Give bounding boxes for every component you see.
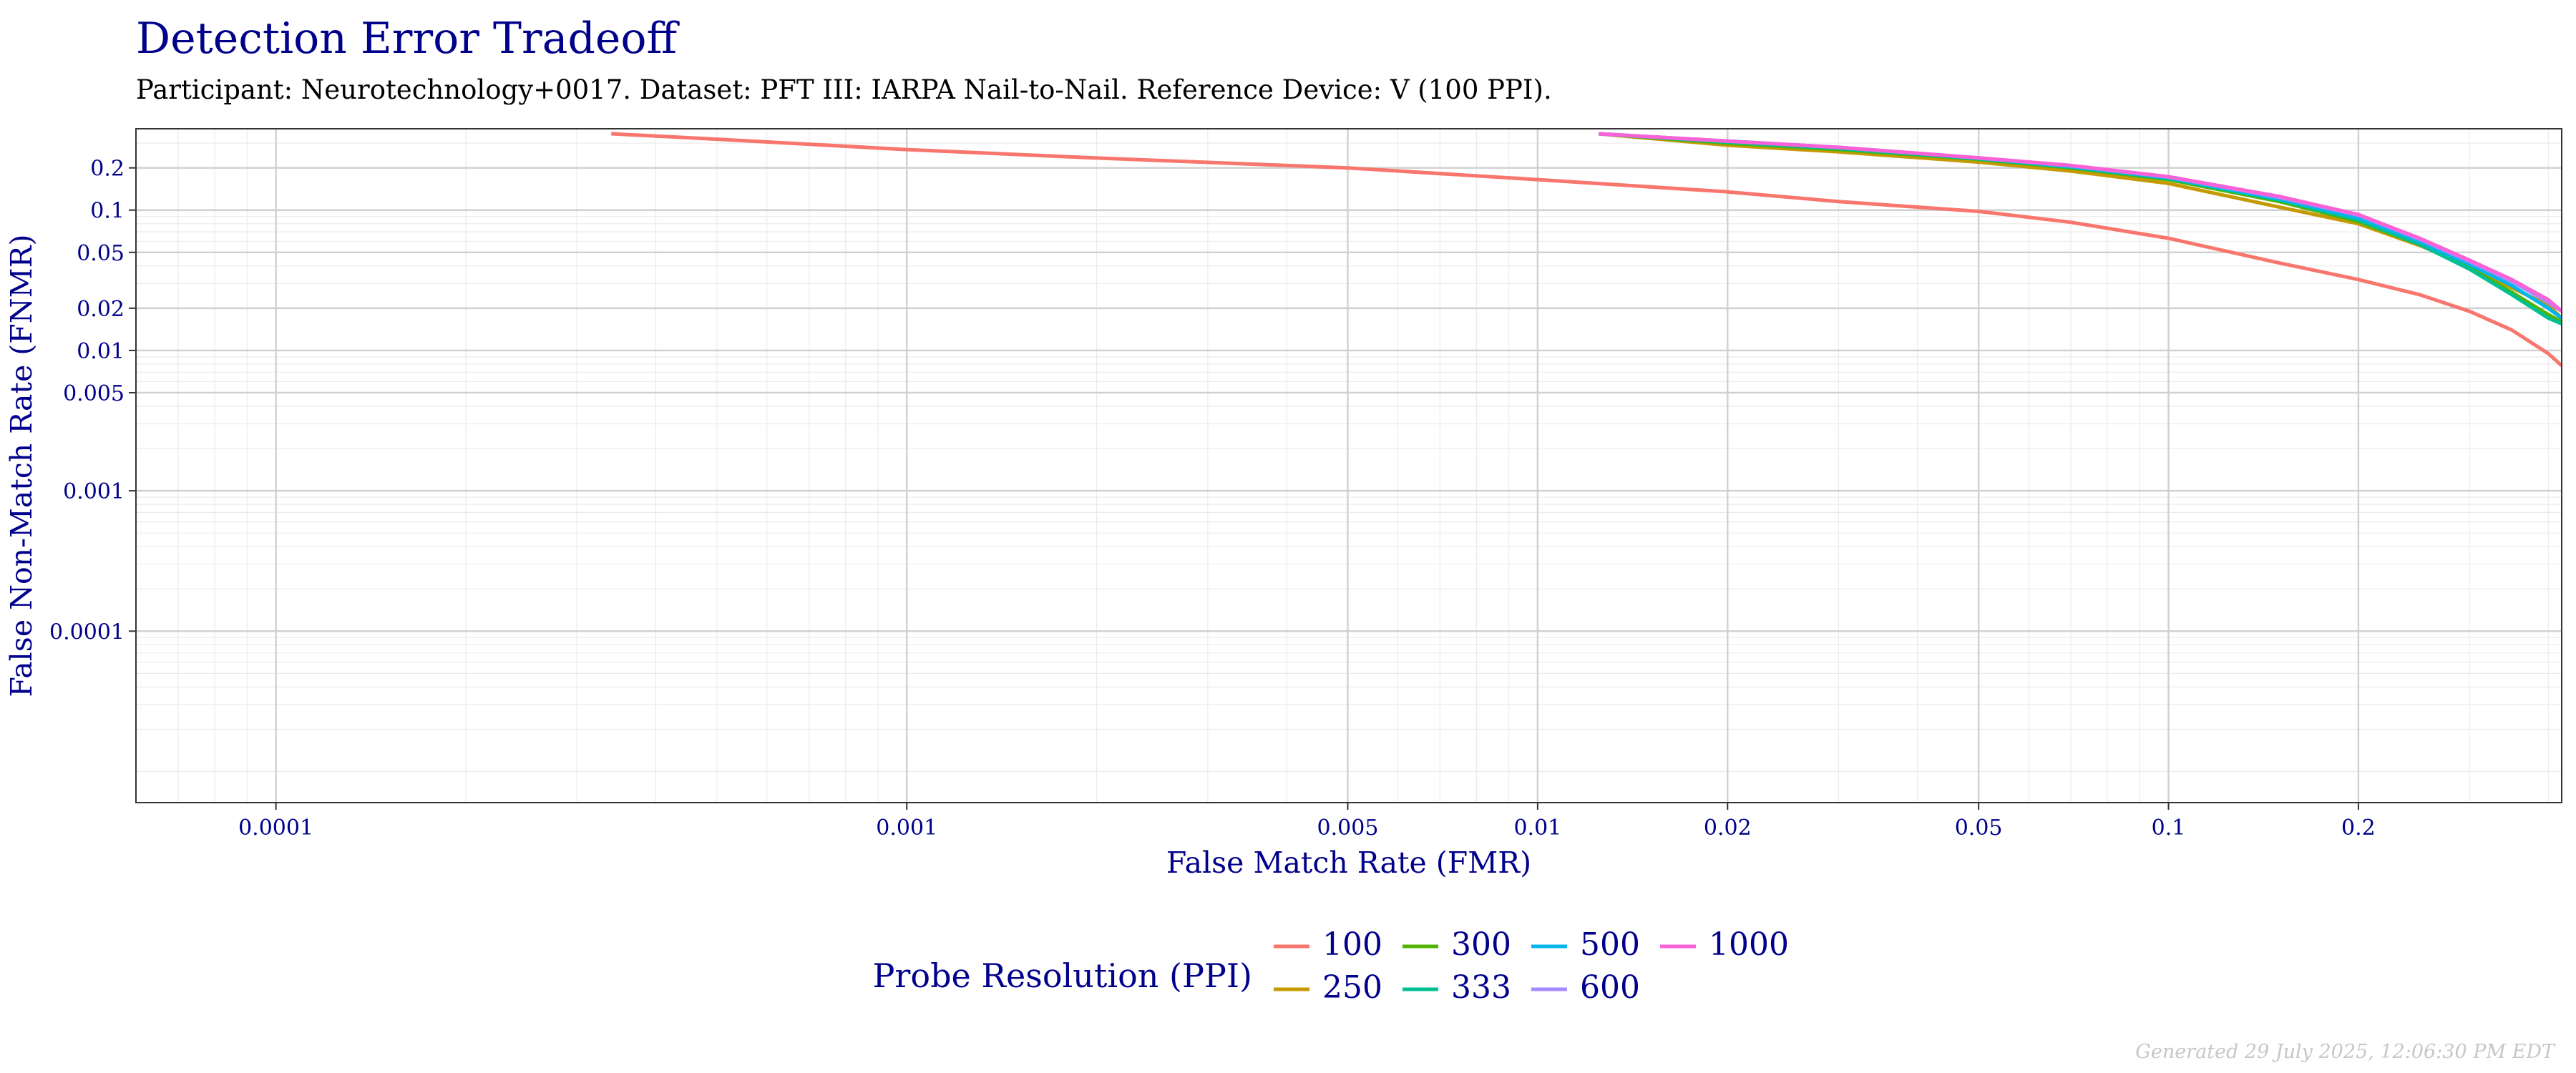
legend-label-1000: 1000 [1709, 926, 1789, 963]
minor-gridlines [135, 129, 2562, 803]
legend-label-600: 600 [1580, 969, 1640, 1006]
x-axis-ticks: 0.0001 0.001 0.005 0.01 0.02 0.05 0.1 0.2 [238, 803, 2376, 841]
series-line-250 [1599, 132, 2562, 320]
y-axis-title: False Non-Match Rate (FNMR) [4, 235, 39, 697]
major-gridlines [136, 129, 2562, 803]
y-tick-label: 0.01 [77, 339, 125, 364]
legend-title: Probe Resolution (PPI) [872, 956, 1252, 995]
chart-subtitle: Participant: Neurotechnology+0017. Datas… [136, 74, 1552, 105]
series-line-100 [611, 132, 2562, 367]
series-layer [611, 132, 2562, 367]
legend-label-333: 333 [1451, 969, 1511, 1006]
legend-label-250: 250 [1322, 969, 1382, 1006]
legend-item-600: 600 [1531, 969, 1640, 1006]
x-tick-label: 0.02 [1704, 815, 1752, 841]
legend-item-500: 500 [1531, 926, 1640, 963]
y-tick-label: 0.2 [90, 157, 125, 182]
chart-title: Detection Error Tradeoff [136, 14, 680, 64]
x-tick-label: 0.1 [2152, 815, 2186, 841]
x-tick-label: 0.005 [1317, 815, 1379, 841]
x-tick-label: 0.2 [2341, 815, 2376, 841]
x-tick-label: 0.001 [876, 815, 937, 841]
y-tick-label: 0.1 [90, 199, 125, 224]
legend-label-300: 300 [1451, 926, 1511, 963]
legend-item-100: 100 [1274, 926, 1382, 963]
series-line-500 [1599, 132, 2562, 320]
plot-panel-border [135, 128, 2562, 803]
legend-label-500: 500 [1580, 926, 1640, 963]
y-tick-label: 0.005 [63, 381, 125, 406]
legend-item-300: 300 [1402, 926, 1511, 963]
legend-item-1000: 1000 [1660, 926, 1789, 963]
x-axis-title: False Match Rate (FMR) [1166, 846, 1531, 880]
y-tick-label: 0.001 [63, 479, 125, 504]
y-axis-ticks: 0.2 0.1 0.05 0.02 0.01 0.005 0.001 0.0001 [49, 157, 136, 645]
generated-timestamp: Generated 29 July 2025, 12:06:30 PM EDT [2135, 1041, 2555, 1063]
x-tick-label: 0.05 [1955, 815, 2003, 841]
y-tick-label: 0.0001 [49, 619, 125, 645]
x-tick-label: 0.01 [1513, 815, 1561, 841]
x-tick-label: 0.0001 [238, 815, 313, 841]
legend-item-333: 333 [1402, 969, 1511, 1006]
legend-label-100: 100 [1322, 926, 1382, 963]
legend: Probe Resolution (PPI) 100 250 300 333 500 60… [872, 926, 1789, 1006]
y-tick-label: 0.05 [77, 241, 125, 266]
y-tick-label: 0.02 [77, 297, 125, 322]
legend-item-250: 250 [1274, 969, 1382, 1006]
series-line-1000 [1599, 132, 2562, 313]
